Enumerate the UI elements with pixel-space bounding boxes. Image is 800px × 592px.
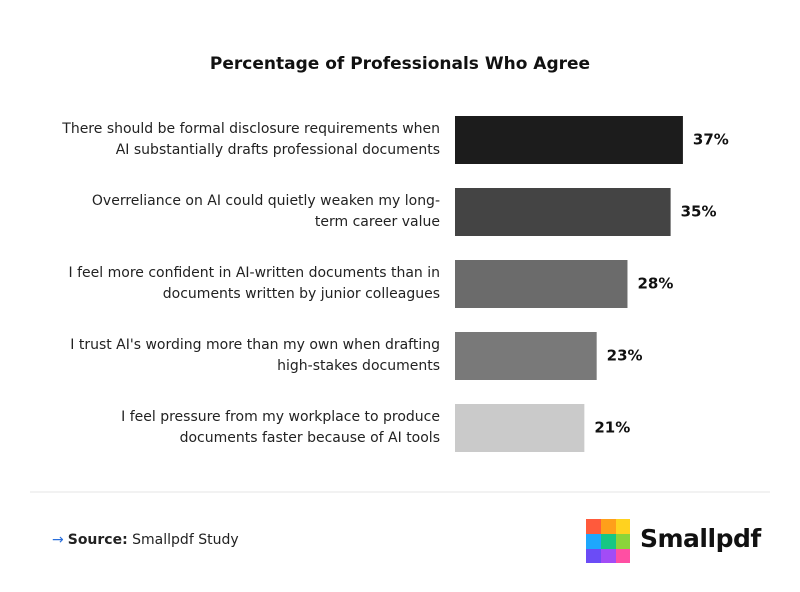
category-text: I trust AI's wording more than my own wh… xyxy=(70,337,440,374)
value-label: 37% xyxy=(693,131,729,149)
bar xyxy=(455,188,671,236)
category-label: I feel pressure from my workplace to pro… xyxy=(40,404,440,452)
value-label: 21% xyxy=(594,419,630,437)
category-label: There should be formal disclosure requir… xyxy=(40,116,440,164)
source: → Source: Smallpdf Study xyxy=(52,532,239,548)
brand: Smallpdf xyxy=(640,524,761,553)
value-label: 23% xyxy=(607,347,643,365)
value-label: 35% xyxy=(681,203,717,221)
category-label: I trust AI's wording more than my own wh… xyxy=(40,332,440,380)
category-text: I feel pressure from my workplace to pro… xyxy=(121,409,440,446)
category-text: I feel more confident in AI-written docu… xyxy=(68,265,440,302)
source-label: Source: xyxy=(67,532,128,548)
bar xyxy=(455,404,585,452)
category-label: I feel more confident in AI-written docu… xyxy=(40,260,440,308)
logo-icon xyxy=(586,519,630,563)
category-text: There should be formal disclosure requir… xyxy=(62,121,440,158)
bar xyxy=(455,116,683,164)
value-label: 28% xyxy=(637,275,673,293)
bar xyxy=(455,332,597,380)
category-text: Overreliance on AI could quietly weaken … xyxy=(91,193,440,230)
source-text: Smallpdf Study xyxy=(132,532,239,548)
category-label: Overreliance on AI could quietly weaken … xyxy=(40,188,440,236)
bar xyxy=(455,260,628,308)
chart-title: Percentage of Professionals Who Agree xyxy=(209,54,591,74)
